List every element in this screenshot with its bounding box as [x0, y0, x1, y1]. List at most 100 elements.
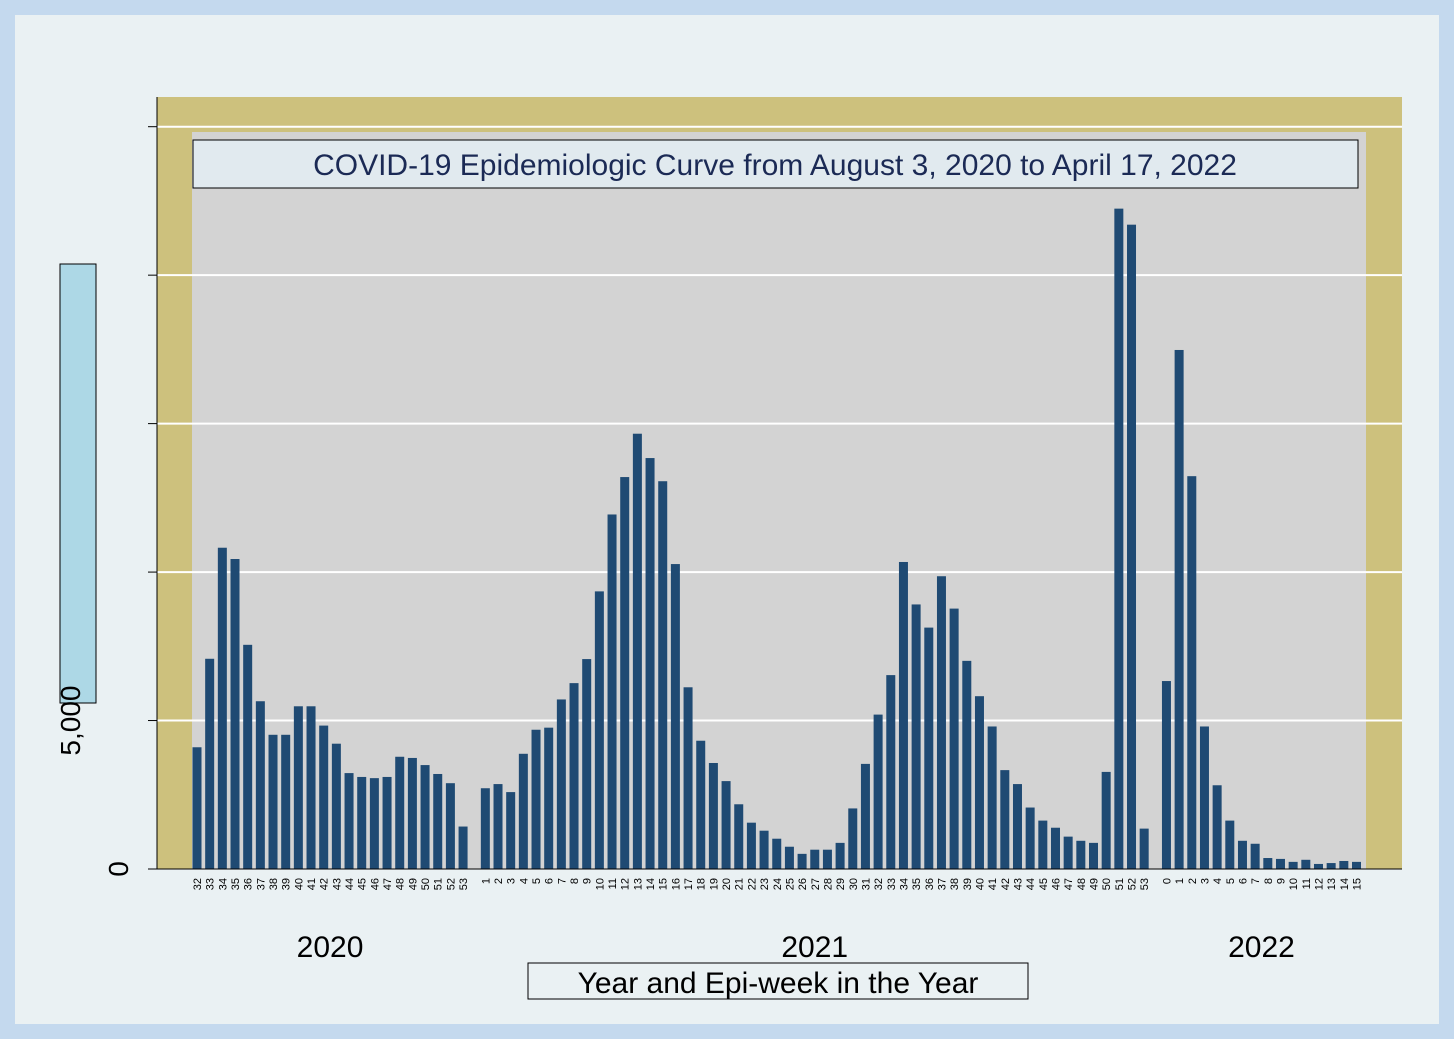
bar: [873, 714, 883, 869]
group-label: 2021: [781, 931, 848, 964]
bar: [569, 683, 579, 869]
bar: [1199, 726, 1209, 869]
bar: [480, 788, 490, 869]
bar: [357, 776, 367, 869]
bar: [1237, 840, 1247, 869]
x-tick-label: 21: [734, 878, 746, 890]
bar: [974, 696, 984, 869]
x-tick-label: 5: [531, 878, 543, 884]
bar: [1025, 807, 1035, 869]
bar: [281, 734, 291, 869]
bar: [1114, 208, 1124, 870]
x-tick-label: 48: [1076, 878, 1088, 890]
x-tick-label: 18: [696, 878, 708, 890]
bar: [293, 706, 303, 869]
x-tick-label: 12: [1313, 878, 1325, 890]
bar: [395, 756, 405, 869]
x-tick-label: 14: [645, 878, 657, 890]
title-box: [192, 139, 1359, 189]
x-tick-label: 34: [898, 878, 910, 890]
bar: [556, 699, 566, 869]
x-tick-label: 26: [797, 878, 809, 890]
x-tick-label: 10: [594, 878, 606, 890]
x-tick-label: 28: [822, 878, 834, 890]
y-title-box: [59, 263, 97, 704]
x-tick-label: 11: [1301, 878, 1313, 889]
bar: [607, 514, 617, 869]
x-tick-label: 15: [658, 878, 670, 890]
bars: [192, 208, 1361, 870]
x-tick-label: 50: [1101, 878, 1113, 890]
bar: [1050, 827, 1060, 869]
x-tick-label: 48: [395, 878, 407, 890]
bar: [531, 729, 541, 869]
bar: [898, 561, 908, 869]
bar: [936, 576, 946, 869]
x-tick-label: 3: [1199, 878, 1211, 884]
bar: [1288, 861, 1298, 869]
bar: [1339, 860, 1349, 869]
bar: [708, 762, 718, 869]
x-tick-label: 46: [1050, 878, 1062, 890]
x-tick-label: 52: [1127, 878, 1139, 890]
bar: [1038, 820, 1048, 869]
bar: [344, 773, 354, 869]
x-tick-label: 38: [268, 878, 280, 890]
x-tick-label: 24: [772, 878, 784, 890]
x-tick-label: 19: [708, 878, 720, 890]
x-axis-title: Year and Epi-week in the Year: [578, 967, 979, 1000]
bar: [848, 808, 858, 869]
x-tick-label: 38: [949, 878, 961, 890]
x-tick-label: 50: [420, 878, 432, 890]
x-tick-label: 15: [1352, 878, 1364, 890]
x-tick-label: 2: [1187, 878, 1199, 884]
x-tick-label: 52: [445, 878, 457, 890]
x-tick-label: 47: [382, 878, 394, 890]
x-tick-label: 27: [810, 878, 822, 890]
bar: [205, 658, 215, 869]
bar: [433, 773, 443, 869]
x-tick-label: 35: [911, 878, 923, 890]
x-tick-label: 9: [1275, 878, 1287, 884]
x-tick-label: 17: [683, 878, 695, 890]
x-tick-label: 7: [556, 878, 568, 884]
x-tick-label: 51: [433, 878, 445, 890]
bar: [268, 734, 278, 869]
bar: [962, 660, 972, 869]
x-tick-label: 8: [1263, 878, 1275, 884]
bar: [319, 725, 329, 869]
x-tick-label: 5: [1225, 878, 1237, 884]
x-tick-label: 8: [569, 878, 581, 884]
x-tick-label: 32: [873, 878, 885, 890]
bar: [217, 547, 227, 869]
bar: [331, 743, 341, 869]
bar: [1161, 681, 1171, 869]
x-tick-label: 41: [306, 878, 318, 890]
x-tick-label: 47: [1063, 878, 1075, 890]
x-tick-label: 16: [670, 878, 682, 890]
bar: [1250, 843, 1260, 869]
x-tick-label: 7: [1250, 878, 1262, 884]
bar: [1212, 785, 1222, 869]
bar: [1301, 859, 1311, 869]
bar: [810, 849, 820, 869]
bar: [1000, 770, 1010, 869]
bar: [1275, 858, 1285, 869]
bar: [369, 778, 379, 869]
x-tick-label: 14: [1339, 878, 1351, 890]
bar: [734, 804, 744, 869]
x-tick-label: 36: [924, 878, 936, 890]
x-tick-label: 25: [784, 878, 796, 890]
bar: [1012, 784, 1022, 869]
bar: [230, 559, 240, 869]
bar: [407, 757, 417, 869]
bar: [784, 846, 794, 869]
x-tick-label: 46: [369, 878, 381, 890]
x-tick-label: 53: [458, 878, 470, 890]
bar: [420, 765, 430, 869]
bar: [306, 706, 316, 869]
x-tick-label: 1: [480, 878, 492, 884]
bar: [192, 747, 202, 869]
bar: [506, 792, 516, 869]
